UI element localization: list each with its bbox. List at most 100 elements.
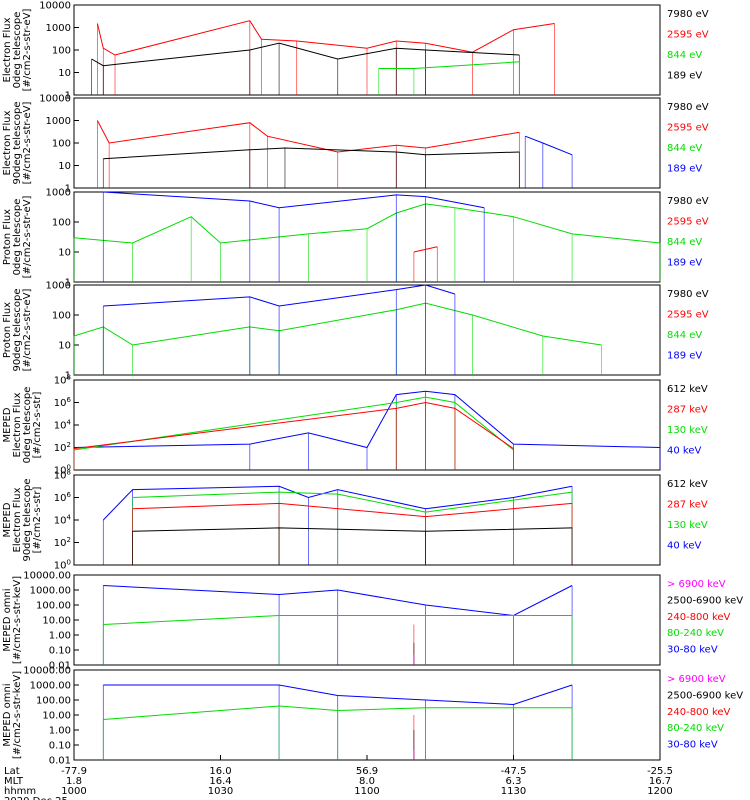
series-line-green — [73, 203, 661, 244]
x-row-label-hhmm: hhmm — [4, 786, 36, 797]
legend-entry: 2595 eV — [667, 30, 709, 41]
panel-7: 10000.00 1000.00 100.00 10.00 1.00 0.10 0.01 ME… — [2, 571, 743, 672]
legend-entry: 7980 eV — [667, 196, 709, 207]
x-tick-label: 1200 — [647, 786, 672, 797]
legend-entry: 189 eV — [667, 164, 702, 175]
panel-frame — [73, 284, 661, 376]
panel-8: 10000.00 1000.00 100.00 10.00 1.00 0.10 0.01 ME… — [2, 666, 743, 767]
series-line-green — [103, 615, 573, 625]
y-tick-label: 1000 — [46, 23, 71, 34]
y-tick-label: 1000 — [46, 281, 71, 292]
y-tick-label: 1 — [65, 91, 71, 102]
y-axis-label-line: [#/cm2-s-str-eV] — [22, 9, 33, 92]
y-tick-label: 10 — [58, 68, 71, 79]
y-axis-label-line: Electron Flux — [12, 392, 23, 457]
series-line-blue — [103, 684, 573, 706]
panel-1: 10000 1000 100 10 1 Electron Flux 0deg telesco… — [2, 1, 709, 102]
legend-entry: 2500-6900 keV — [667, 690, 743, 701]
series-line-red — [73, 401, 514, 450]
y-tick-label: 0.10 — [49, 741, 71, 752]
y-tick-label: 10 — [58, 341, 71, 352]
legend-entry: 2595 eV — [667, 310, 709, 321]
y-tick-label: 104 — [54, 514, 72, 527]
y-tick-label: 104 — [54, 419, 72, 432]
legend-entry: 240-800 keV — [667, 707, 731, 718]
legend-entry: 2500-6900 keV — [667, 595, 743, 606]
legend-entry: 189 eV — [667, 351, 702, 362]
y-tick-label: 1000 — [46, 116, 71, 127]
series-line-blue — [525, 135, 573, 156]
x-tick-label: 1030 — [208, 786, 233, 797]
legend-entry: 130 keV — [667, 520, 708, 531]
y-axis-label-line: MEPED — [2, 407, 13, 442]
series-line-black — [91, 42, 520, 67]
y-tick-label: 10.00 — [42, 711, 71, 722]
series-line-red — [96, 20, 555, 56]
panel-4: 1000 100 10 1 Proton Flux 90deg telescope [#/c… — [2, 281, 709, 382]
series-line-green — [132, 491, 573, 513]
y-tick-label: 102 — [54, 536, 71, 549]
legend-entry: 189 eV — [667, 258, 702, 269]
y-axis-label-line: [#/cm2-s-str] — [32, 391, 43, 458]
y-axis-label-line: 90deg telescope — [12, 288, 23, 371]
y-axis-label-line: [#/cm2-s-str-eV] — [22, 102, 33, 185]
legend-entry: 40 keV — [667, 541, 701, 552]
y-axis-label-line: [#/cm2-s-str-eV] — [22, 289, 33, 372]
y-tick-label: 1 — [65, 278, 71, 289]
y-tick-label: 100.00 — [36, 601, 71, 612]
y-axis-label-line: 90deg telescope — [22, 478, 33, 561]
y-axis-label-line: Proton Flux — [2, 302, 13, 358]
y-tick-label: 100 — [52, 46, 71, 57]
y-axis-label-line: MEPED — [2, 502, 13, 537]
y-tick-label: 10 — [58, 248, 71, 259]
series-line-blue — [103, 585, 573, 617]
y-axis-label-line: 90deg telescope — [12, 101, 23, 184]
series-line-green — [378, 61, 520, 69]
x-tick-label: 1100 — [354, 786, 379, 797]
legend-entry: 240-800 keV — [667, 612, 731, 623]
y-tick-label: 10.00 — [42, 616, 71, 627]
y-axis-label-line: Electron Flux — [2, 17, 13, 82]
legend-entry: 189 eV — [667, 71, 702, 82]
series-line-blue — [103, 284, 456, 307]
legend-entry: > 6900 keV — [667, 579, 726, 590]
legend-entry: 30-80 keV — [667, 740, 718, 751]
x-tick-label: 16.4 — [209, 776, 231, 787]
legend-entry: 7980 eV — [667, 102, 709, 113]
x-tick-label: 1130 — [501, 786, 526, 797]
x-row-label-mlt: MLT — [4, 776, 24, 787]
y-axis-label-line: [#/cm2-s-str-keV] — [12, 671, 23, 759]
y-tick-label: 0.01 — [49, 756, 71, 767]
y-axis-label-line: 0deg telescope — [22, 387, 33, 464]
y-tick-label: 108 — [54, 469, 71, 482]
x-tick-label: 6.3 — [506, 776, 522, 787]
y-tick-label: 1000.00 — [30, 586, 71, 597]
legend-entry: 612 keV — [667, 479, 708, 490]
legend-entry: 287 keV — [667, 405, 708, 416]
legend-entry: 7980 eV — [667, 9, 709, 20]
x-tick-label: 56.9 — [356, 766, 378, 777]
y-tick-label: 100 — [52, 218, 71, 229]
y-tick-label: 102 — [54, 441, 71, 454]
legend-entry: 844 eV — [667, 330, 702, 341]
y-tick-label: 10000 — [39, 94, 71, 105]
y-tick-label: 0.01 — [49, 661, 71, 672]
y-tick-label: 100 — [52, 311, 71, 322]
y-tick-label: 1.00 — [49, 726, 71, 737]
y-tick-label: 10000.00 — [23, 571, 71, 582]
legend-entry: 7980 eV — [667, 289, 709, 300]
y-tick-label: 108 — [54, 374, 71, 387]
x-tick-label: -25.5 — [647, 766, 673, 777]
x-tick-label: 16.7 — [649, 776, 671, 787]
legend-entry: 80-240 keV — [667, 628, 724, 639]
y-axis-label-line: MEPED omni — [2, 683, 13, 746]
legend-entry: 844 eV — [667, 143, 702, 154]
series-line-red — [132, 502, 573, 518]
panel-2: 10000 1000 100 10 1 Electron Flux 90deg telesc… — [2, 94, 709, 195]
y-tick-label: 1 — [65, 184, 71, 195]
y-axis-label-line: [#/cm2-s-str-keV] — [12, 576, 23, 664]
